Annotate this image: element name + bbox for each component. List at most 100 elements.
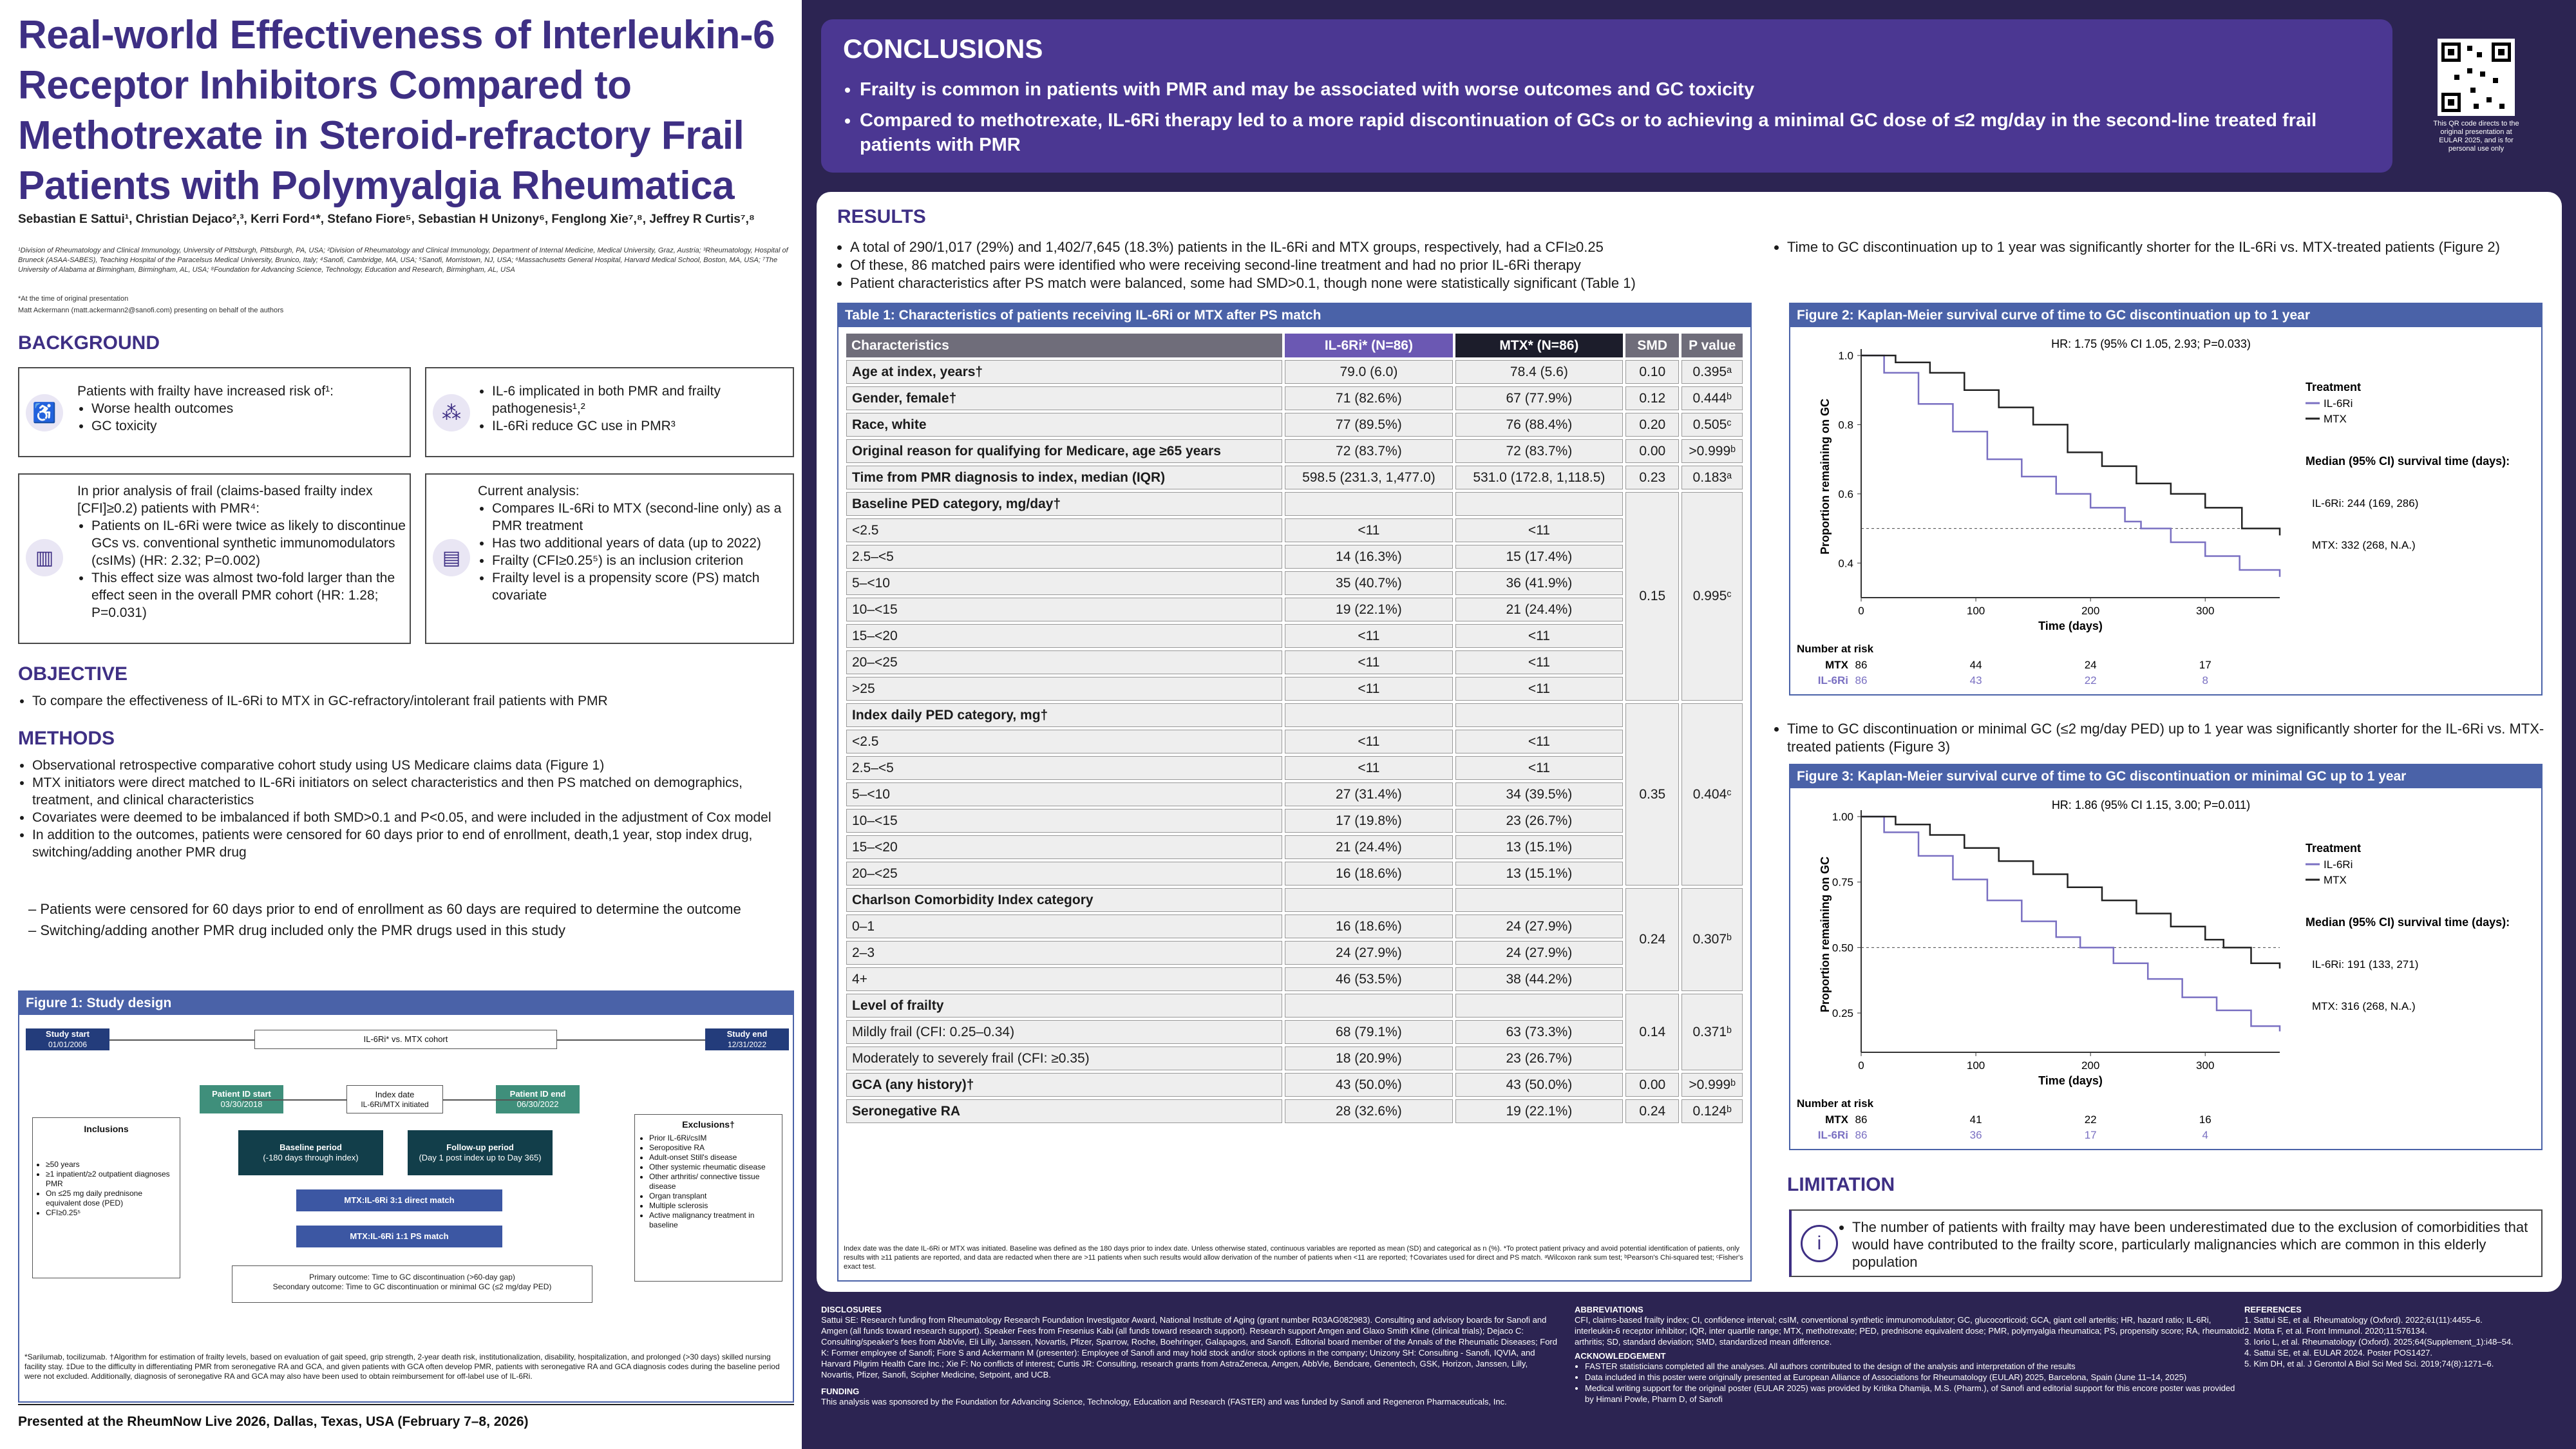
study-end-box: Study end 12/31/2022 <box>705 1028 789 1050</box>
row-label: 15–<20 <box>846 835 1283 859</box>
mtx-value: 72 (83.7%) <box>1455 439 1624 463</box>
mtx-value: 67 (77.9%) <box>1455 386 1624 410</box>
group-label: Level of frailty <box>846 994 1283 1018</box>
document-icon: ▤ <box>433 539 470 576</box>
p-value: 0.404ᶜ <box>1681 703 1743 886</box>
box4-item: Frailty (CFI≥0.25⁵) is an inclusion crit… <box>492 552 787 569</box>
table1: Table 1: Characteristics of patients rec… <box>837 303 1752 1282</box>
table-row: Age at index, years† 79.0 (6.0) 78.4 (5.6)… <box>846 360 1743 384</box>
il6-value: <11 <box>1285 624 1453 648</box>
legend-title: Treatment <box>2306 381 2361 393</box>
mtx-value: 19 (22.1%) <box>1455 1099 1624 1123</box>
risk-il6: 22 <box>2085 674 2097 687</box>
x-axis-label: Time (days) <box>2038 1074 2103 1087</box>
p-value: 0.371ᵇ <box>1681 994 1743 1070</box>
row-label: Race, white <box>846 413 1283 437</box>
x-tick-label: 100 <box>1967 605 1985 617</box>
il6-value: <11 <box>1285 730 1453 753</box>
y-axis-label: Proportion remaining on GC <box>1819 399 1832 554</box>
limitation-heading: LIMITATION <box>1787 1174 1895 1195</box>
left-panel: Real-world Effectiveness of Interleukin-… <box>0 0 802 1449</box>
row-label: GCA (any history)† <box>846 1073 1283 1097</box>
table-group-row: Index daily PED category, mg† 0.35 0.404ᶜ <box>846 703 1743 886</box>
background-heading: BACKGROUND <box>18 332 160 354</box>
methods-item: In addition to the outcomes, patients we… <box>32 826 784 861</box>
presenter-note: Matt Ackermann (matt.ackermann2@sanofi.c… <box>18 307 284 314</box>
acknowledgement-heading: ACKNOWLEDGEMENT <box>1575 1351 1666 1361</box>
col-header: MTX* (N=86) <box>1455 334 1624 357</box>
legend-label: IL-6Ri <box>2324 397 2353 410</box>
table-row: 5–<10 35 (40.7%) 36 (41.9%) <box>846 571 1743 595</box>
row-label: 4+ <box>846 967 1283 991</box>
affiliations: ¹Division of Rheumatology and Clinical I… <box>18 247 788 274</box>
il6-value: 46 (53.5%) <box>1285 967 1453 991</box>
risk-mtx: 86 <box>1855 659 1868 671</box>
limitation-box: i The number of patients with frailty ma… <box>1789 1209 2543 1277</box>
risk-il6: 17 <box>2085 1129 2097 1141</box>
abbreviations-heading: ABBREVIATIONS <box>1575 1305 1643 1314</box>
table-row: Original reason for qualifying for Medic… <box>846 439 1743 463</box>
row-label: Age at index, years† <box>846 360 1283 384</box>
footer-left: DISCLOSURES Sattui SE: Research funding … <box>821 1302 1558 1407</box>
objective-text: To compare the effectiveness of IL-6Ri t… <box>32 692 791 710</box>
row-label: 5–<10 <box>846 782 1283 806</box>
patient-id-end: Patient ID end 06/30/2022 <box>496 1085 580 1113</box>
fig3-bullet: Time to GC discontinuation or minimal GC… <box>1787 720 2553 756</box>
table1-footnote: Index date was the date IL-6Ri or MTX wa… <box>844 1245 1743 1271</box>
risk-label-il6: IL-6Ri <box>1818 674 1848 687</box>
legend-label: MTX <box>2324 874 2347 886</box>
y-axis-label: Proportion remaining on GC <box>1819 857 1832 1012</box>
median-il6: IL-6Ri: 244 (169, 286) <box>2312 497 2418 509</box>
il6-value: <11 <box>1285 756 1453 780</box>
mtx-value: 531.0 (172.8, 1,118.5) <box>1455 466 1624 489</box>
baseline-period: Baseline period (-180 days through index) <box>238 1130 383 1175</box>
footer-middle: ABBREVIATIONS CFI, claims-based frailty … <box>1575 1302 2244 1405</box>
ack-item: Data included in this poster were origin… <box>1585 1372 2244 1383</box>
p-value: >0.999ᵇ <box>1681 439 1743 463</box>
objective-heading: OBJECTIVE <box>18 663 128 685</box>
methods-item: Observational retrospective comparative … <box>32 757 784 774</box>
box4-item: Has two additional years of data (up to … <box>492 535 787 552</box>
qr-code-icon <box>2441 43 2511 112</box>
col-header: IL-6Ri* (N=86) <box>1285 334 1453 357</box>
row-label: Original reason for qualifying for Medic… <box>846 439 1283 463</box>
table1-grid: Characteristics IL-6Ri* (N=86) MTX* (N=8… <box>844 331 1745 1126</box>
outcomes-box: Primary outcome: Time to GC discontinuat… <box>232 1265 592 1303</box>
il6-value: 79.0 (6.0) <box>1285 360 1453 384</box>
funding-text: This analysis was sponsored by the Found… <box>821 1397 1507 1406</box>
table-row: Race, white 77 (89.5%) 76 (88.4%) 0.20 0.505… <box>846 413 1743 437</box>
smd-value: 0.10 <box>1625 360 1680 384</box>
box3-item: Patients on IL-6Ri were twice as likely … <box>91 517 406 569</box>
figure3-title: Figure 3: Kaplan-Meier survival curve of… <box>1790 765 2541 788</box>
il6-value: 35 (40.7%) <box>1285 571 1453 595</box>
col-header: Characteristics <box>846 334 1283 357</box>
followup-period: Follow-up period (Day 1 post index up to … <box>408 1130 553 1175</box>
results-item: A total of 290/1,017 (29%) and 1,402/7,6… <box>850 238 1752 256</box>
box1-intro: Patients with frailty have increased ris… <box>77 384 334 399</box>
mtx-value: 63 (73.3%) <box>1455 1020 1624 1044</box>
limitation-text: The number of patients with frailty may … <box>1852 1218 2535 1271</box>
qr-code[interactable] <box>2438 39 2515 116</box>
risk-title: Number at risk <box>1797 1097 1874 1110</box>
km-curve-mtx <box>1861 815 2281 969</box>
row-label: Seronegative RA <box>846 1099 1283 1123</box>
mtx-value: 13 (15.1%) <box>1455 862 1624 886</box>
mtx-value: 15 (17.4%) <box>1455 545 1624 569</box>
smd-value: 0.00 <box>1625 1073 1680 1097</box>
blank <box>1285 888 1453 912</box>
legend-label: IL-6Ri <box>2324 858 2353 871</box>
person-icon: ♿ <box>26 394 63 431</box>
cohort-label: IL-6Ri* vs. MTX cohort <box>254 1030 557 1049</box>
abbreviations-text: CFI, claims-based frailty index; CI, con… <box>1575 1315 2244 1347</box>
methods-item: MTX initiators were direct matched to IL… <box>32 774 784 809</box>
km-curve-il-6ri <box>1861 815 2281 1032</box>
table-row: GCA (any history)† 43 (50.0%) 43 (50.0%) 0.… <box>846 1073 1743 1097</box>
molecule-icon: ⁂ <box>433 394 470 431</box>
disclosures-text: Sattui SE: Research funding from Rheumat… <box>821 1315 1557 1379</box>
mtx-value: <11 <box>1455 518 1624 542</box>
row-label: Gender, female† <box>846 386 1283 410</box>
col-header: SMD <box>1625 334 1680 357</box>
hazard-ratio: HR: 1.86 (95% CI 1.15, 3.00; P=0.011) <box>2052 799 2250 811</box>
results-heading: RESULTS <box>837 206 926 227</box>
il6-value: 43 (50.0%) <box>1285 1073 1453 1097</box>
